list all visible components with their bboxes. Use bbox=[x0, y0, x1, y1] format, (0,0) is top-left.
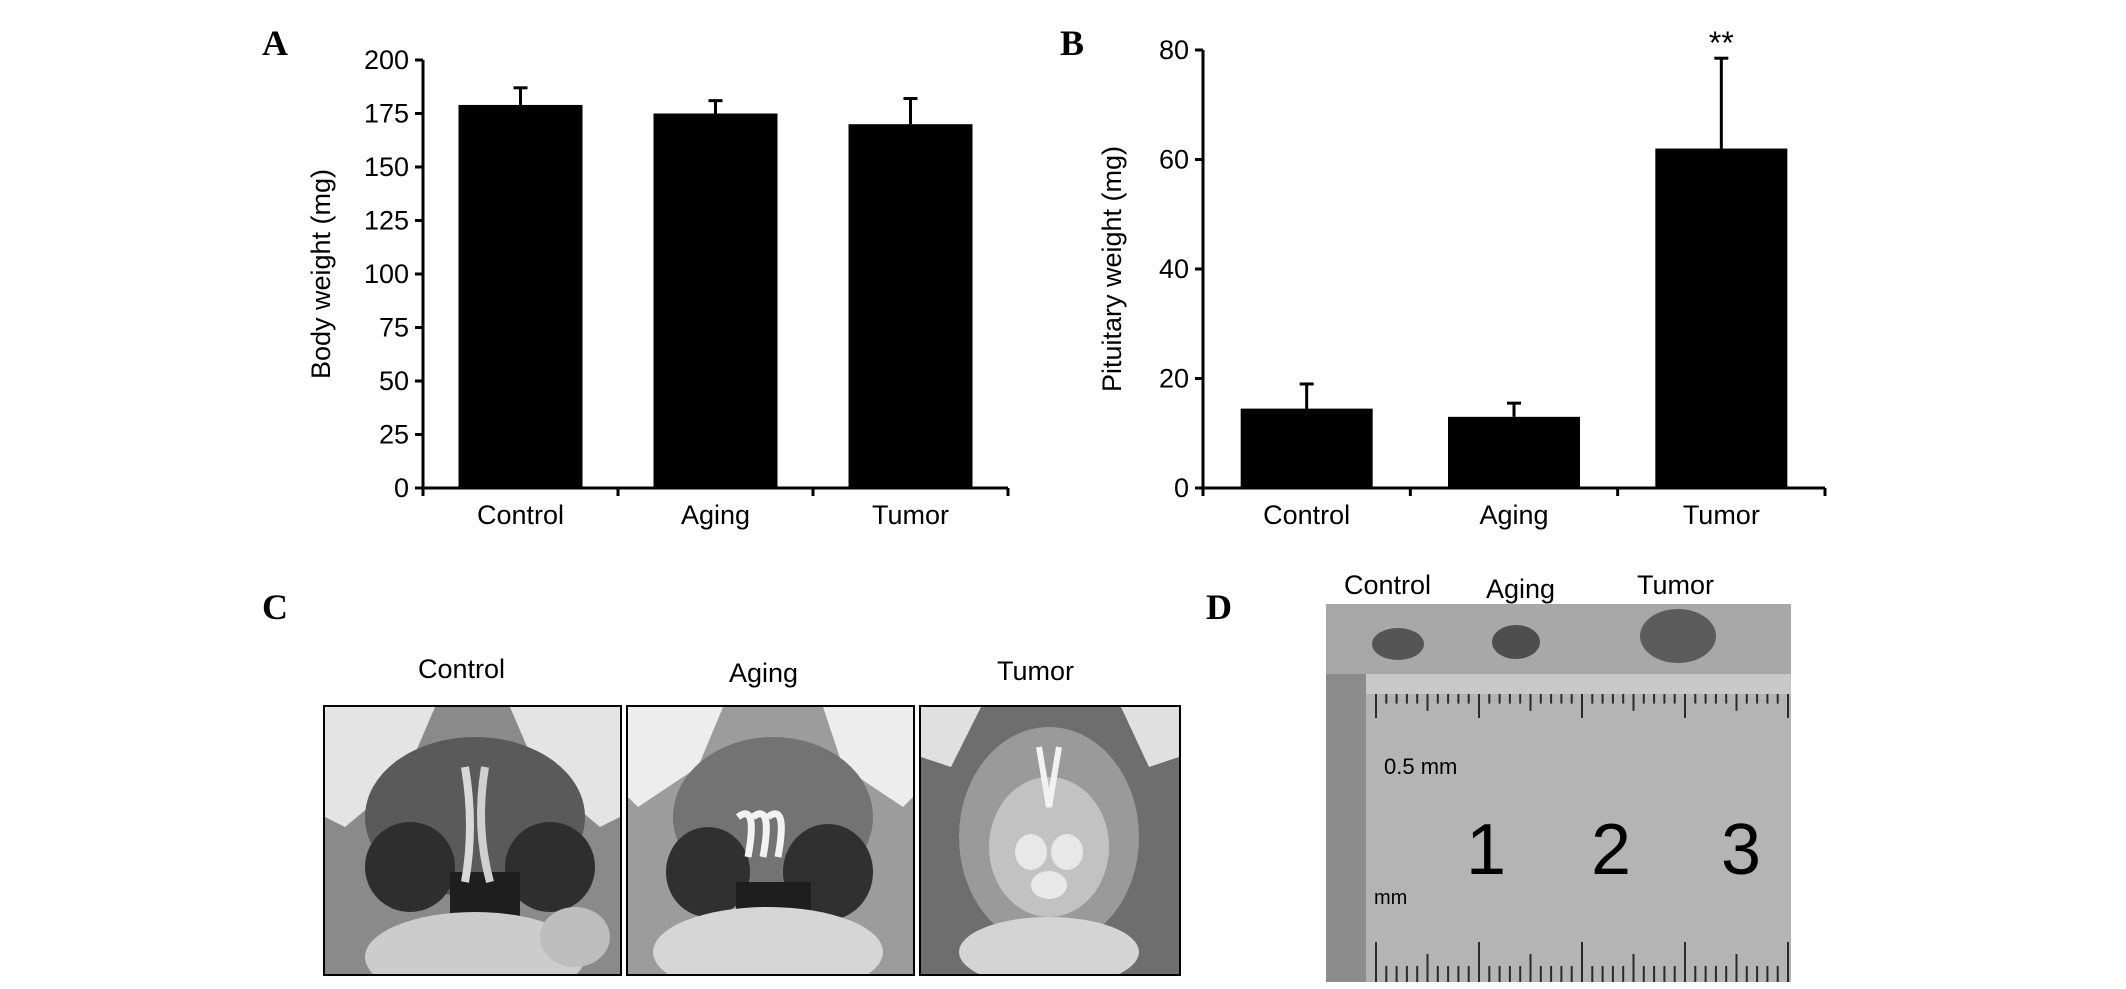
bar bbox=[848, 124, 973, 488]
ruler-number-1: 1 bbox=[1466, 810, 1506, 890]
photo-label-control: Control bbox=[418, 654, 506, 684]
significance-marker: ** bbox=[1709, 25, 1734, 61]
y-tick-label: 125 bbox=[364, 206, 409, 236]
ruler-number-2: 2 bbox=[1591, 810, 1631, 890]
y-tick-label: 80 bbox=[1159, 35, 1189, 65]
photo-tumor bbox=[919, 705, 1181, 976]
specimen-label-tumor: Tumor bbox=[1637, 570, 1715, 600]
y-axis-label: Body weight (mg) bbox=[306, 169, 336, 379]
photo-label-tumor: Tumor bbox=[997, 656, 1075, 686]
panel-label-c: C bbox=[262, 587, 288, 627]
category-label: Aging bbox=[1479, 500, 1548, 530]
y-tick-label: 20 bbox=[1159, 364, 1189, 394]
bar bbox=[458, 104, 583, 488]
ruler-mm-label: mm bbox=[1374, 887, 1407, 909]
panel-label-a: A bbox=[262, 23, 288, 63]
aging-specimen bbox=[1492, 625, 1540, 659]
photo-aging bbox=[626, 705, 915, 976]
bar bbox=[653, 113, 778, 488]
category-label: Tumor bbox=[872, 500, 949, 530]
photo-control bbox=[323, 705, 622, 976]
y-tick-label: 0 bbox=[394, 473, 409, 503]
y-tick-label: 75 bbox=[379, 313, 409, 343]
y-tick-label: 175 bbox=[364, 99, 409, 129]
category-label: Control bbox=[477, 500, 564, 530]
bar bbox=[1240, 408, 1373, 488]
specimen-label-aging: Aging bbox=[1486, 574, 1556, 604]
panel-label-d: D bbox=[1206, 587, 1232, 627]
y-tick-label: 60 bbox=[1159, 145, 1189, 175]
y-tick-label: 40 bbox=[1159, 254, 1189, 284]
control-specimen bbox=[1372, 628, 1424, 660]
y-tick-label: 50 bbox=[379, 366, 409, 396]
pituitary-weight-chart: 0 20 40 60 80 Control Aging Tumor ** Pituitary we… bbox=[1097, 25, 1827, 530]
y-tick-label: 100 bbox=[364, 259, 409, 289]
category-label: Aging bbox=[681, 500, 750, 530]
ruler-photo: 0.5 mm mm 1 2 3 bbox=[1326, 604, 1791, 982]
y-tick-label: 150 bbox=[364, 152, 409, 182]
bar bbox=[1448, 416, 1580, 488]
body-weight-chart: 0 25 50 75 100 125 150 175 200 Control Aging Tumor B… bbox=[306, 45, 1010, 530]
photo-label-aging: Aging bbox=[729, 658, 799, 688]
y-tick-label: 25 bbox=[379, 420, 409, 450]
bar bbox=[1655, 148, 1788, 489]
y-tick-label: 200 bbox=[364, 45, 409, 75]
y-axis-label: Pituitary weight (mg) bbox=[1097, 146, 1127, 392]
ruler-number-3: 3 bbox=[1721, 810, 1761, 890]
panel-label-b: B bbox=[1060, 23, 1085, 63]
y-tick-label: 0 bbox=[1174, 473, 1189, 503]
specimen-label-control: Control bbox=[1344, 570, 1432, 600]
ruler-scale-label: 0.5 mm bbox=[1384, 754, 1457, 779]
tumor-specimen bbox=[1640, 609, 1716, 663]
category-label: Control bbox=[1263, 500, 1350, 530]
category-label: Tumor bbox=[1683, 500, 1760, 530]
